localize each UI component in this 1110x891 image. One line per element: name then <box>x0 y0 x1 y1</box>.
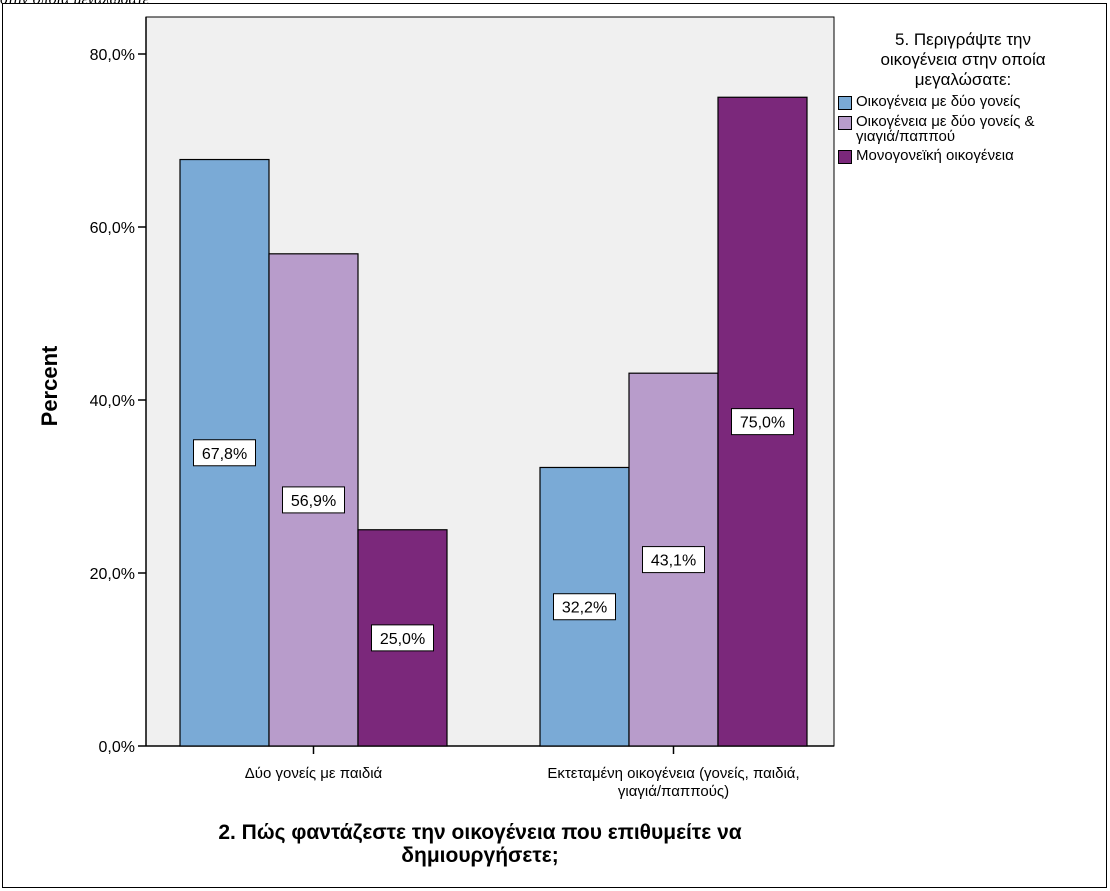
x-axis-label: 2. Πώς φαντάζεστε την οικογένεια που επι… <box>218 821 741 867</box>
data-label-box <box>642 546 705 574</box>
data-label-box <box>282 486 345 514</box>
x-tick-label: Δύο γονείς με παιδιά <box>245 765 383 782</box>
data-label-box <box>371 624 434 652</box>
legend-swatch <box>838 96 852 110</box>
data-label: 32,2% <box>562 600 607 617</box>
y-tick-label: 20,0% <box>90 566 135 583</box>
data-label: 25,0% <box>380 631 425 648</box>
legend-item: Οικογένεια με δύο γονείς <box>838 94 1108 110</box>
legend-label: Οικογένεια με δύο γονείς <box>856 93 1021 110</box>
data-label-box <box>193 439 256 467</box>
legend: 5. Περιγράψτε την οικογένεια στην οποία … <box>838 30 1108 164</box>
data-label-box <box>553 593 616 621</box>
legend-title: 5. Περιγράψτε την οικογένεια στην οποία … <box>880 30 1046 89</box>
y-axis-label: Percent <box>37 345 62 426</box>
y-tick-label: 0,0% <box>99 739 135 756</box>
data-label: 67,8% <box>202 446 247 463</box>
data-label: 43,1% <box>651 553 696 570</box>
data-label: 56,9% <box>291 493 336 510</box>
x-tick-label: Εκτεταμένη οικογένεια (γονείς, παιδιά, γι… <box>547 765 799 800</box>
legend-item: Μονογονεϊκή οικογένεια <box>838 148 1108 164</box>
legend-item: Οικογένεια με δύο γονείς & γιαγιά/παππού <box>838 114 1108 144</box>
y-tick-label: 80,0% <box>90 47 135 64</box>
legend-label: Οικογένεια με δύο γονείς & γιαγιά/παππού <box>856 113 1035 145</box>
legend-swatch <box>838 116 852 130</box>
data-label-box <box>731 408 794 436</box>
legend-swatch <box>838 150 852 164</box>
data-label: 75,0% <box>740 415 785 432</box>
y-tick-label: 40,0% <box>90 393 135 410</box>
legend-label: Μονογονεϊκή οικογένεια <box>856 147 1014 164</box>
y-tick-label: 60,0% <box>90 220 135 237</box>
